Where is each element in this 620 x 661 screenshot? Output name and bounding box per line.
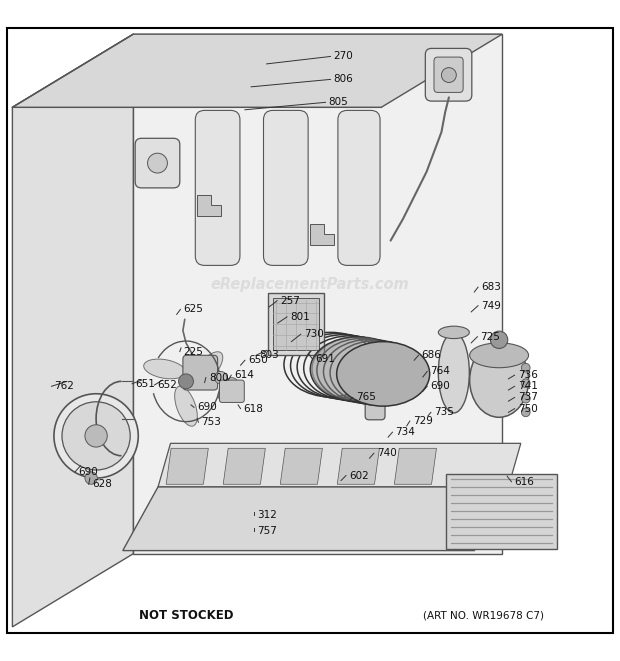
Polygon shape — [394, 448, 436, 485]
Polygon shape — [12, 34, 502, 107]
Text: 257: 257 — [280, 295, 300, 306]
Text: 625: 625 — [184, 305, 203, 315]
Circle shape — [521, 395, 530, 403]
Text: 729: 729 — [413, 416, 433, 426]
Ellipse shape — [470, 343, 529, 368]
Text: 801: 801 — [290, 312, 310, 322]
FancyBboxPatch shape — [264, 110, 308, 266]
Text: 736: 736 — [518, 370, 538, 380]
Text: 616: 616 — [515, 477, 534, 486]
Polygon shape — [197, 196, 221, 216]
Ellipse shape — [438, 326, 469, 338]
Text: 651: 651 — [135, 379, 155, 389]
Text: 725: 725 — [480, 332, 500, 342]
Text: 650: 650 — [248, 355, 268, 366]
Text: 805: 805 — [329, 97, 348, 107]
Circle shape — [521, 408, 530, 416]
Ellipse shape — [144, 359, 185, 379]
FancyBboxPatch shape — [446, 475, 557, 549]
FancyBboxPatch shape — [183, 356, 218, 390]
FancyBboxPatch shape — [135, 138, 180, 188]
FancyBboxPatch shape — [268, 293, 324, 356]
Circle shape — [215, 371, 227, 384]
Text: 628: 628 — [92, 479, 112, 489]
Polygon shape — [123, 486, 508, 551]
Text: 757: 757 — [257, 526, 277, 536]
Text: 652: 652 — [157, 380, 177, 390]
Text: 741: 741 — [518, 381, 538, 391]
FancyBboxPatch shape — [219, 380, 244, 403]
Polygon shape — [166, 448, 208, 485]
Circle shape — [490, 331, 508, 348]
Text: eReplacementParts.com: eReplacementParts.com — [211, 276, 409, 292]
Ellipse shape — [192, 352, 223, 386]
Polygon shape — [223, 448, 265, 485]
FancyBboxPatch shape — [273, 298, 319, 350]
Text: 691: 691 — [316, 354, 335, 364]
Polygon shape — [337, 448, 379, 485]
Circle shape — [441, 67, 456, 83]
Ellipse shape — [438, 332, 469, 413]
Circle shape — [62, 402, 130, 470]
Text: 749: 749 — [481, 301, 501, 311]
Ellipse shape — [470, 343, 529, 417]
Polygon shape — [280, 448, 322, 485]
Text: 753: 753 — [202, 417, 221, 427]
Ellipse shape — [175, 386, 197, 426]
Text: (ART NO. WR19678 C7): (ART NO. WR19678 C7) — [423, 611, 544, 621]
Circle shape — [54, 394, 138, 478]
Circle shape — [521, 379, 530, 387]
Text: 730: 730 — [304, 329, 324, 339]
Text: 312: 312 — [257, 510, 277, 520]
FancyBboxPatch shape — [338, 110, 380, 266]
Text: 683: 683 — [481, 282, 501, 292]
Circle shape — [218, 389, 231, 402]
Ellipse shape — [337, 342, 430, 406]
Text: 800: 800 — [209, 373, 229, 383]
Text: 762: 762 — [55, 381, 74, 391]
FancyBboxPatch shape — [434, 57, 463, 93]
Text: 765: 765 — [356, 393, 376, 403]
Polygon shape — [158, 444, 521, 486]
Circle shape — [179, 374, 193, 389]
Text: 614: 614 — [234, 370, 254, 380]
Text: 618: 618 — [244, 404, 264, 414]
Text: 740: 740 — [377, 448, 397, 458]
Circle shape — [521, 364, 530, 372]
Text: 690: 690 — [78, 467, 98, 477]
Text: 225: 225 — [183, 346, 203, 356]
Circle shape — [148, 153, 167, 173]
Text: 690: 690 — [197, 403, 217, 412]
Circle shape — [85, 425, 107, 447]
Text: 270: 270 — [334, 52, 353, 61]
Circle shape — [85, 472, 97, 485]
Text: 690: 690 — [430, 381, 450, 391]
Text: 803: 803 — [259, 350, 279, 360]
Text: 686: 686 — [422, 350, 441, 360]
Text: 806: 806 — [334, 75, 353, 85]
Text: 734: 734 — [396, 427, 415, 437]
FancyBboxPatch shape — [195, 110, 240, 266]
FancyBboxPatch shape — [365, 370, 385, 420]
Text: NOT STOCKED: NOT STOCKED — [139, 609, 233, 622]
Ellipse shape — [312, 336, 405, 401]
Polygon shape — [12, 34, 133, 627]
FancyBboxPatch shape — [425, 48, 472, 101]
Text: 737: 737 — [518, 393, 538, 403]
Text: 735: 735 — [434, 407, 454, 417]
Polygon shape — [133, 34, 502, 554]
Text: 602: 602 — [349, 471, 369, 481]
Polygon shape — [310, 224, 334, 245]
Text: 750: 750 — [518, 404, 538, 414]
Circle shape — [226, 377, 238, 390]
Text: 764: 764 — [430, 366, 450, 376]
